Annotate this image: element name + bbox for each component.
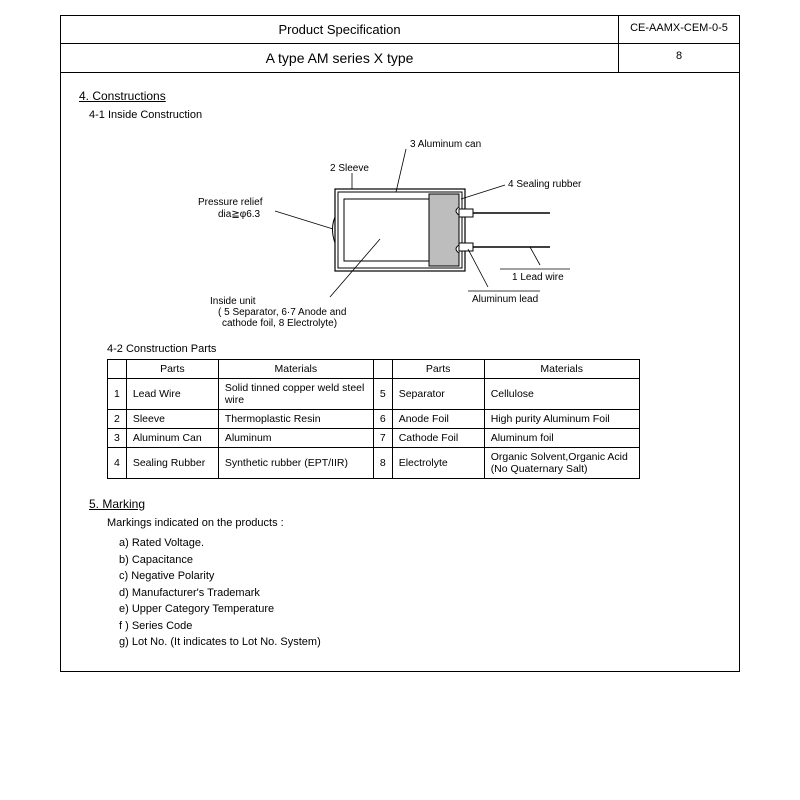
section5: 5. Marking Markings indicated on the pro… [89,497,721,651]
lbl-aluminum-can: 3 Aluminum can [410,139,481,150]
content: 4. Constructions 4-1 Inside Construction [61,73,739,671]
lbl-inside-unit-1: Inside unit [210,296,256,307]
page-frame: Product Specification CE-AAMX-CEM-0-5 A … [60,15,740,672]
header-row-2: A type AM series X type 8 [61,44,739,73]
table-row: 3 Aluminum Can Aluminum 7 Cathode Foil A… [108,429,640,448]
marking-item: c) Negative Polarity [119,568,721,585]
marking-item: b) Capacitance [119,552,721,569]
th-materials-2: Materials [484,360,639,379]
section4-sub2: 4-2 Construction Parts [107,343,721,355]
section4-sub1: 4-1 Inside Construction [89,109,721,121]
th-parts-2: Parts [392,360,484,379]
construction-parts-table: Parts Materials Parts Materials 1 Lead W… [107,359,640,479]
lbl-sealing-rubber: 4 Sealing rubber [508,179,582,190]
marking-list: a) Rated Voltage. b) Capacitance c) Nega… [119,535,721,651]
lbl-lead-wire: 1 Lead wire [512,272,564,283]
lbl-inside-unit-3: cathode foil, 8 Electrolyte) [222,318,337,329]
doc-code: CE-AAMX-CEM-0-5 [619,16,739,43]
lbl-aluminum-lead: Aluminum lead [472,294,538,305]
marking-item: d) Manufacturer's Trademark [119,585,721,602]
page-number: 8 [619,44,739,72]
marking-item: e) Upper Category Temperature [119,601,721,618]
lbl-pressure-relief-1: Pressure relief [198,197,263,208]
doc-title: Product Specification [61,16,619,43]
lbl-pressure-relief-2: dia≧φ6.3 [218,209,261,220]
marking-item: a) Rated Voltage. [119,535,721,552]
capacitor-cross-section-svg: 3 Aluminum can 2 Sleeve 4 Sealing rubber… [170,129,630,329]
th-materials-1: Materials [218,360,373,379]
table-row: 4 Sealing Rubber Synthetic rubber (EPT/I… [108,448,640,479]
lbl-sleeve: 2 Sleeve [330,163,369,174]
lbl-inside-unit-2: ( 5 Separator, 6·7 Anode and [218,307,346,318]
table-header-row: Parts Materials Parts Materials [108,360,640,379]
marking-intro: Markings indicated on the products : [107,517,721,529]
construction-diagram: 3 Aluminum can 2 Sleeve 4 Sealing rubber… [79,129,721,329]
th-parts-1: Parts [126,360,218,379]
marking-item: f ) Series Code [119,618,721,635]
table-row: 1 Lead Wire Solid tinned copper weld ste… [108,379,640,410]
section4-title: 4. Constructions [79,89,721,103]
marking-item: g) Lot No. (It indicates to Lot No. Syst… [119,634,721,651]
section5-title: 5. Marking [89,497,721,511]
header-row-1: Product Specification CE-AAMX-CEM-0-5 [61,16,739,44]
product-line: A type AM series X type [61,44,619,72]
table-row: 2 Sleeve Thermoplastic Resin 6 Anode Foi… [108,410,640,429]
